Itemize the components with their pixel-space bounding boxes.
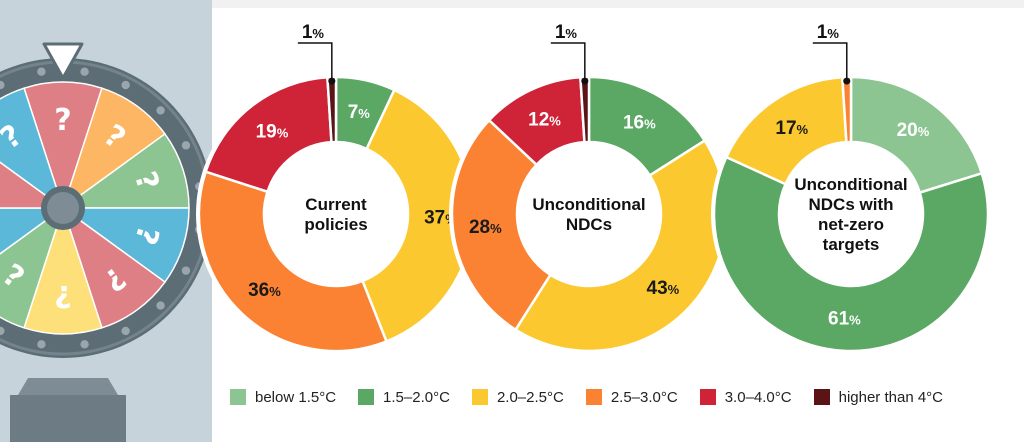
wheel-segment <box>60 132 190 209</box>
wheel-segment <box>61 206 166 329</box>
donut-center-label: Current policies <box>304 195 367 234</box>
legend-label: higher than 4°C <box>838 388 944 406</box>
legend-swatch <box>230 389 246 405</box>
wheel-question-mark: ? <box>54 103 71 138</box>
wheel-stud <box>37 67 46 76</box>
callout-leader-line <box>550 42 586 82</box>
slice-value-label: 12% <box>528 109 561 130</box>
legend-label: 1.5–2.0°C <box>383 388 450 406</box>
legend-swatch <box>813 389 830 405</box>
legend-swatch <box>471 389 488 405</box>
wheel-stud <box>0 326 5 336</box>
donut-center-label: Unconditional NDCs <box>532 195 645 234</box>
donut-slice-below-1-5-c <box>849 75 984 195</box>
slice-value-label: 19% <box>256 121 289 142</box>
legend-swatch <box>585 389 602 405</box>
wheel-stud <box>121 80 130 90</box>
wheel-segment <box>0 87 65 210</box>
wheel-stud <box>156 301 165 310</box>
legend-label: 3.0–4.0°C <box>724 388 792 406</box>
donut-center-label: Unconditional NDCs with net-zero targets <box>794 175 907 254</box>
wheel-pointer <box>42 42 84 80</box>
donut-slice-higher-than-4-c <box>326 75 338 144</box>
wheel-stand <box>18 378 118 395</box>
wheel-stud <box>37 340 46 349</box>
slice-value-label: 43% <box>647 278 680 299</box>
wheel-stud <box>181 266 191 275</box>
donut-slice-2-5-3-0-c <box>840 75 853 144</box>
wheel-segment <box>23 205 103 335</box>
legend-item-below-1-5-c: below 1.5°C <box>230 389 336 406</box>
legend-swatch <box>699 389 716 405</box>
wheel-segment <box>0 206 65 329</box>
donut-slice-2-0-2-5-c <box>724 75 848 186</box>
donut-slice-2-0-2-5-c <box>360 88 475 344</box>
wheel-stud <box>181 141 191 150</box>
wheel-segment <box>23 81 103 211</box>
donut-slice-2-5-3-0-c <box>450 118 553 332</box>
wheel-segment <box>0 161 66 209</box>
legend: below 1.5°C 1.5–2.0°C 2.0–2.5°C 2.5–3.0°C 3.… <box>230 385 943 409</box>
legend-label: 2.0–2.5°C <box>496 388 564 406</box>
wheel-segment <box>61 87 166 210</box>
prize-wheel-illustration: ??????¿¿?? <box>0 0 213 442</box>
callout-leader-line <box>812 42 848 82</box>
wheel-segment <box>60 207 190 284</box>
legend-item-2-0-2-5-c: 2.0–2.5°C <box>471 388 564 406</box>
donut-chart-3: 20% 61% 17% 1% Unconditional NDCs with net-zer… <box>711 22 991 354</box>
legend-item-3-0-4-0-c: 3.0–4.0°C <box>699 388 792 406</box>
wheel-base <box>10 395 126 442</box>
wheel-question-mark: ? <box>54 278 71 313</box>
slice-value-label: 28% <box>469 217 502 238</box>
wheel-stud <box>80 340 89 349</box>
legend-label: 2.5–3.0°C <box>610 388 678 406</box>
wheel-hub-cap <box>47 192 79 224</box>
slice-callout-label: 1% <box>555 22 578 43</box>
slice-value-label: 20% <box>897 120 930 141</box>
donut-slice-higher-than-4-c <box>579 75 591 144</box>
donut-charts: 7%37%36%19%1%Currentpolicies16%43%28%12%… <box>196 22 991 354</box>
legend-swatch <box>358 389 375 405</box>
legend-item-higher-than-4-c: higher than 4°C <box>813 388 944 406</box>
slice-value-label: 7% <box>348 102 371 123</box>
wheel-segment <box>0 207 66 255</box>
wheel-stud <box>0 80 5 90</box>
wheel-stud <box>121 326 130 336</box>
slice-callout-label: 1% <box>817 22 840 43</box>
donut-slice-2-5-3-0-c <box>197 170 389 353</box>
slice-value-label: 17% <box>775 118 808 139</box>
legend-item-2-5-3-0-c: 2.5–3.0°C <box>585 388 678 406</box>
wheel-stud <box>80 67 89 76</box>
legend-label: below 1.5°C <box>255 388 337 406</box>
slice-value-label: 61% <box>828 308 861 329</box>
slice-value-label: 16% <box>623 112 656 133</box>
donut-chart-2: 16% 43% 28% 12% 1% Unconditional NDCs <box>449 22 729 354</box>
slice-value-label: 36% <box>248 280 281 301</box>
donut-slice-1-5-2-0-c <box>712 155 990 353</box>
legend-item-1-5-2-0-c: 1.5–2.0°C <box>358 389 450 406</box>
slice-callout-label: 1% <box>302 22 325 43</box>
wheel-stud <box>156 106 165 115</box>
callout-leader-line <box>297 42 333 82</box>
